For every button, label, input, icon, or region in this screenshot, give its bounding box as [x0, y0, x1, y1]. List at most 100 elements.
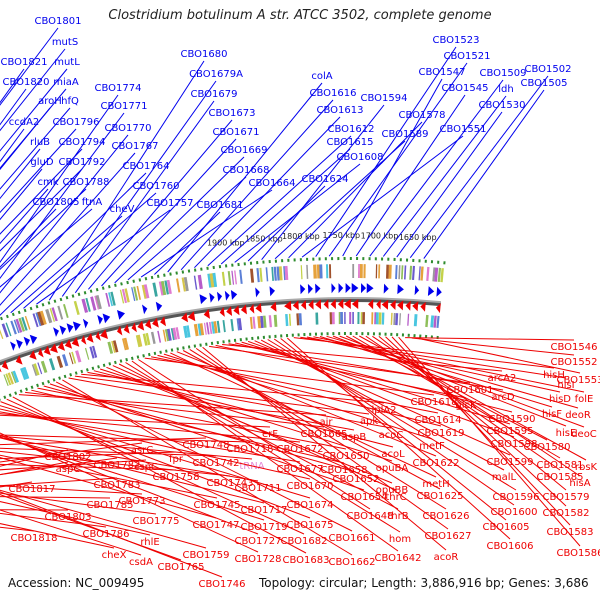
ruler-label: 1900 kbp	[207, 238, 245, 247]
reverse-cog-bar	[375, 312, 379, 325]
forward-gene-arrow	[230, 290, 238, 300]
forward-cog-bar	[231, 270, 235, 285]
forward-label-connector	[0, 148, 83, 235]
forward-gene-arrow	[66, 323, 74, 333]
forward-label-connector	[36, 209, 171, 305]
forward-gene-label: CBO1613	[317, 105, 364, 116]
reverse-label-connector	[0, 414, 271, 428]
forward-label-connector	[10, 215, 123, 314]
forward-cog-bar	[36, 311, 45, 326]
reverse-gene-arrow	[50, 343, 58, 353]
forward-gene-arrow	[117, 310, 125, 320]
reverse-cog-bar	[107, 341, 114, 354]
reverse-gene-label: CBO1579	[543, 492, 590, 503]
reverse-gene-label: CBO1665	[301, 429, 348, 440]
reverse-gene-arrow	[405, 300, 411, 311]
reverse-gene-arrow	[145, 319, 152, 330]
reverse-cog-bar	[170, 328, 175, 341]
reverse-cog-bar	[257, 316, 262, 329]
ruler-tick	[153, 351, 157, 356]
forward-label-connector	[88, 119, 233, 290]
reverse-cog-bar	[338, 312, 341, 325]
reverse-gene-label: deoC	[571, 429, 597, 440]
reverse-cog-bar	[48, 358, 56, 371]
reverse-cog-bar	[252, 316, 256, 329]
forward-gene-arrow	[366, 283, 374, 294]
reverse-cog-bar	[122, 338, 127, 351]
reverse-gene-label: CBO1717	[241, 505, 288, 516]
reverse-gene-arrow	[152, 317, 159, 328]
reverse-label-connector	[378, 336, 567, 491]
forward-label-connector	[114, 156, 245, 284]
reverse-cog-bar	[186, 325, 191, 338]
forward-label-connector	[382, 95, 507, 257]
ruler-tick	[138, 278, 142, 282]
ruler-tick	[125, 357, 128, 362]
forward-gene-label: CBO1545	[442, 83, 489, 94]
forward-label-connector	[140, 189, 273, 278]
reverse-gene-label: CBO1786	[83, 529, 130, 540]
ruler-tick	[95, 287, 99, 292]
reverse-gene-label: CBO1727	[235, 536, 282, 547]
ruler-tick	[41, 303, 45, 307]
reverse-label-connector	[0, 509, 69, 511]
reverse-label-connector	[0, 501, 151, 536]
forward-gene-label: CBO1616	[310, 88, 357, 99]
ruler-tick	[114, 283, 117, 287]
forward-gene-arrow	[414, 285, 420, 296]
reverse-cog-bar	[62, 354, 69, 367]
forward-label-connector	[0, 152, 136, 306]
ruler-tick	[169, 272, 172, 276]
reverse-gene-label: aspC	[56, 464, 81, 475]
reverse-label-connector	[0, 496, 111, 499]
ruler-tick	[85, 368, 89, 372]
forward-cog-bar	[131, 287, 136, 302]
forward-cog-bar	[420, 266, 424, 281]
ruler-label: 1800 kbp	[282, 232, 320, 241]
forward-gene-label: CBO1673	[209, 108, 256, 119]
forward-gene-label: CBO1681	[197, 200, 244, 211]
reverse-cog-bar	[162, 329, 167, 342]
forward-gene-arrow	[29, 334, 38, 345]
forward-cog-bar	[363, 264, 366, 279]
reverse-cog-bar	[344, 312, 346, 324]
reverse-gene-label: CBO1585	[537, 472, 584, 483]
reverse-gene-label: metF	[419, 441, 445, 452]
reverse-cog-bar	[288, 313, 292, 326]
reverse-cog-bar	[183, 325, 188, 338]
forward-cog-bar	[276, 266, 280, 281]
forward-gene-arrow	[338, 283, 344, 294]
reverse-label-connector	[391, 336, 571, 526]
forward-cog-bar	[197, 274, 203, 290]
reverse-cog-bar	[150, 331, 156, 344]
ruler-tick	[163, 273, 166, 277]
reverse-gene-label: hisD	[549, 394, 571, 405]
forward-label-connector	[0, 188, 49, 245]
ruler-tick	[29, 306, 33, 311]
reverse-gene-label: CBO1581	[537, 460, 584, 471]
ruler-tick	[80, 369, 84, 374]
reverse-cog-bar	[436, 315, 440, 328]
ruler-tick	[159, 350, 162, 354]
reverse-gene-arrow	[81, 335, 87, 345]
ruler-tick	[89, 289, 93, 293]
forward-gene-arrow	[436, 286, 442, 297]
forward-label-connector	[0, 208, 57, 268]
reverse-cog-bar	[230, 319, 234, 332]
reverse-gene-label: CBO1718	[227, 444, 274, 455]
reverse-gene-arrow	[301, 300, 307, 310]
forward-gene-arrow	[345, 283, 351, 293]
reverse-gene-label: tRNA	[239, 461, 264, 472]
forward-gene-label: CBO1774	[95, 83, 142, 94]
reverse-cog-bar	[222, 320, 226, 333]
reverse-gene-arrow	[351, 299, 359, 309]
forward-cog-bar	[13, 319, 20, 334]
forward-cog-bar	[35, 312, 42, 327]
reverse-gene-label: rbsK	[575, 462, 598, 473]
reverse-cog-bar	[352, 312, 354, 324]
ruler-tick	[5, 314, 9, 319]
forward-label-connector	[328, 62, 468, 257]
reverse-gene-label: CBO1782	[94, 460, 141, 471]
forward-cog-bar	[359, 264, 363, 279]
